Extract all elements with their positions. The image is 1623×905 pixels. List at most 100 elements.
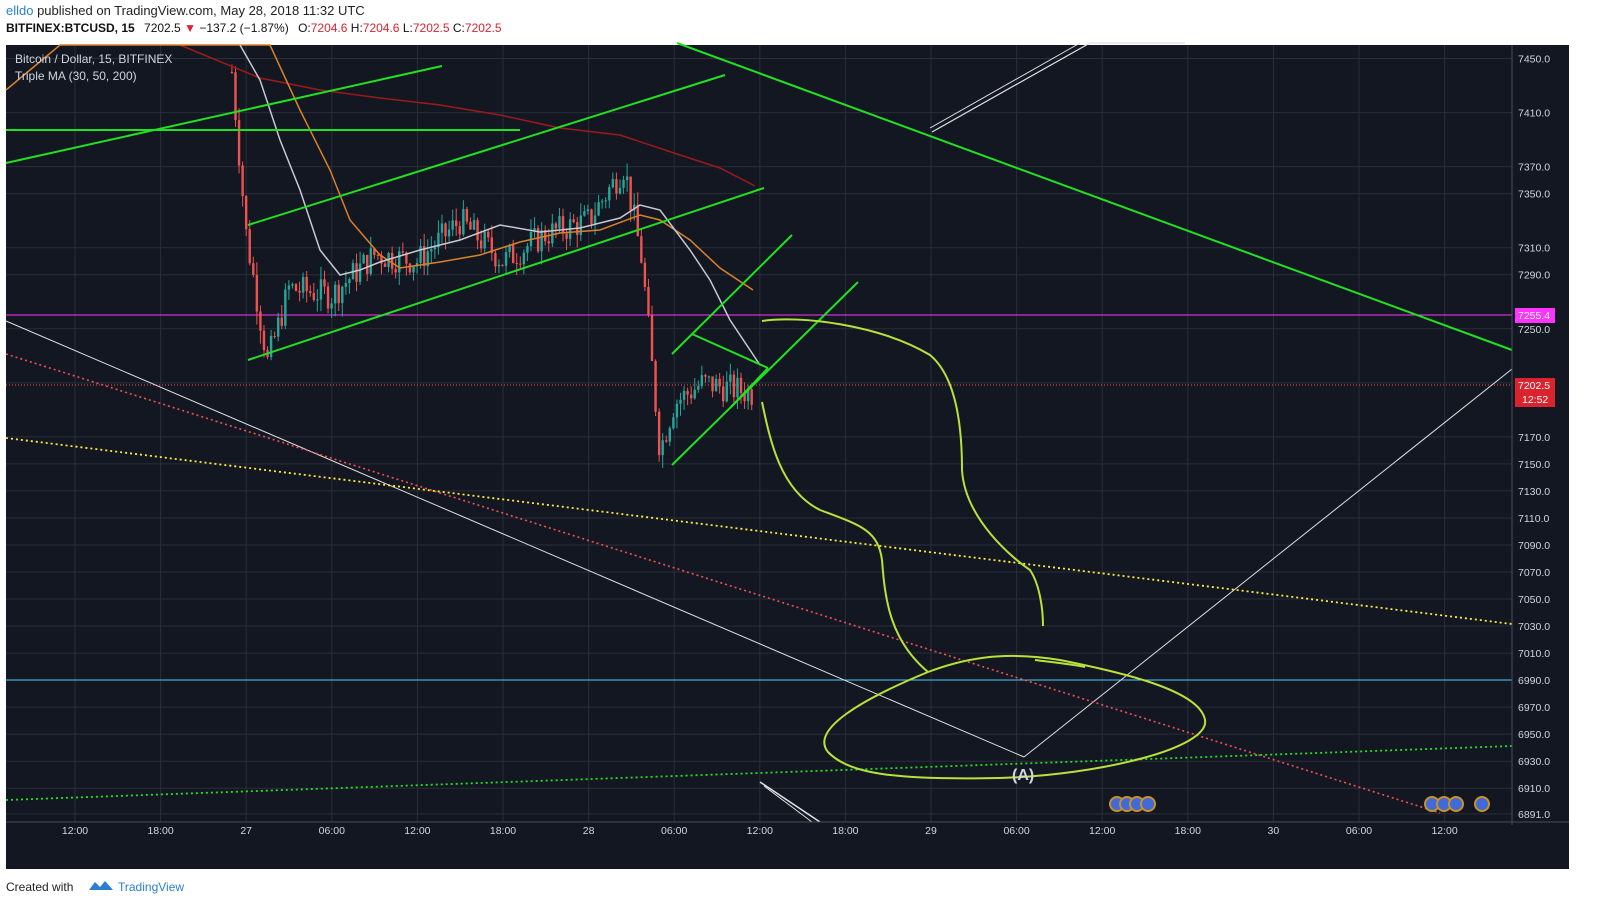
candle-body xyxy=(472,220,476,230)
white-bottom-arrow-2 xyxy=(763,785,813,823)
low-label: L: xyxy=(402,21,413,35)
candle-body xyxy=(643,262,647,287)
candle-body xyxy=(572,219,575,223)
candle-body xyxy=(497,264,501,267)
chart-pane[interactable] xyxy=(6,45,1569,869)
candle-body xyxy=(561,216,565,234)
symbol-name: BITFINEX:BTCUSD, 15 xyxy=(6,21,135,35)
long-downtrend xyxy=(676,42,1513,351)
candle-body xyxy=(419,246,422,263)
candle-body xyxy=(405,252,408,264)
price-tick-label: 7450.0 xyxy=(1518,54,1550,66)
candle-body xyxy=(366,254,369,274)
moving-averages xyxy=(5,44,761,366)
time-tick-label: 18:00 xyxy=(832,825,858,837)
candle-body xyxy=(625,176,629,180)
candle-body xyxy=(412,266,415,273)
candle-body xyxy=(319,279,323,300)
ma200-line xyxy=(179,44,756,187)
price-tick-label: 7350.0 xyxy=(1518,189,1550,201)
time-tick-label: 06:00 xyxy=(1003,825,1029,837)
candle-body xyxy=(269,335,273,358)
legend-indicator[interactable]: Triple MA (30, 50, 200) xyxy=(15,69,137,83)
candle-body xyxy=(654,360,657,412)
candle-body xyxy=(305,276,308,292)
candle-body xyxy=(483,231,486,249)
candle-body xyxy=(284,289,287,326)
candle-body xyxy=(522,252,526,265)
open-value: 7204.6 xyxy=(310,21,348,35)
red-dotted-trend xyxy=(5,353,1441,814)
low-value: 7202.5 xyxy=(412,21,450,35)
candle-body xyxy=(259,311,262,331)
candle-body xyxy=(732,374,736,398)
close-value: 7202.5 xyxy=(464,21,502,35)
symbol-line: BITFINEX:BTCUSD, 15 7202.5 ▼ −137.2 (−1.… xyxy=(6,21,502,35)
price-axis-bg xyxy=(1512,45,1569,825)
event-flag-icon xyxy=(1448,796,1464,812)
candle-body xyxy=(462,209,465,235)
price-tick-label: 7090.0 xyxy=(1518,540,1550,552)
candle-body xyxy=(355,263,358,282)
candle-body xyxy=(597,202,600,216)
white-top-right-line-2 xyxy=(929,42,1081,129)
white-top-right-line xyxy=(931,42,1185,133)
time-tick-label: 06:00 xyxy=(319,825,345,837)
price-tick-label: 6990.0 xyxy=(1518,675,1550,687)
price-tick-label: 7170.0 xyxy=(1518,432,1550,444)
flag-top xyxy=(671,234,793,355)
channel-bottom xyxy=(247,187,765,361)
candle-body xyxy=(746,389,750,402)
candle-body xyxy=(401,251,405,253)
white-bottom-arrow xyxy=(759,781,821,823)
candle-body xyxy=(444,223,447,237)
candle-body xyxy=(376,254,380,256)
high-value: 7204.6 xyxy=(362,21,400,35)
green-dotted-trend xyxy=(5,745,1513,801)
candle-body xyxy=(316,299,319,301)
candle-body xyxy=(622,179,625,188)
candle-body xyxy=(668,428,672,442)
freehand-drawings xyxy=(761,318,1207,780)
time-tick-label: 12:00 xyxy=(747,825,773,837)
time-tick-label: 18:00 xyxy=(147,825,173,837)
ma30-line xyxy=(239,44,761,366)
candle-body xyxy=(430,249,433,252)
footer xyxy=(0,870,1623,905)
candle-body xyxy=(604,200,607,202)
time-tick-label: 06:00 xyxy=(1346,825,1372,837)
candle-body xyxy=(679,399,682,404)
candle-body xyxy=(341,286,344,304)
candle-body xyxy=(476,220,479,241)
candle-body xyxy=(255,274,259,312)
candle-body xyxy=(640,236,643,263)
change-arrow-icon: ▼ xyxy=(184,21,196,35)
candle-body xyxy=(348,279,351,283)
time-tick-label: 28 xyxy=(583,825,595,837)
candle-body xyxy=(312,293,316,300)
tradingview-link[interactable]: TradingView xyxy=(118,880,185,894)
candle-body xyxy=(333,284,337,304)
candle-body xyxy=(590,209,593,224)
candle-body xyxy=(273,335,276,337)
candle-body xyxy=(608,187,611,201)
candles xyxy=(230,64,753,468)
time-tick-label: 18:00 xyxy=(1175,825,1201,837)
candle-body xyxy=(490,237,494,254)
white-diagonal-left xyxy=(5,320,1025,758)
candle-body xyxy=(675,403,679,418)
candle-body xyxy=(615,179,618,194)
last-price: 7202.5 xyxy=(144,21,181,35)
candle-body xyxy=(373,248,376,255)
candle-body xyxy=(700,375,704,387)
bar-countdown-label: 12:52 xyxy=(1522,394,1548,406)
tradingview-logo-icon[interactable] xyxy=(88,879,114,893)
candle-body xyxy=(447,229,451,237)
candle-body xyxy=(362,254,365,264)
candle-body xyxy=(686,390,689,395)
author-link[interactable]: elldo xyxy=(6,3,34,18)
price-tick-label: 7130.0 xyxy=(1518,486,1550,498)
event-flag-icon xyxy=(1140,796,1156,812)
candle-body xyxy=(277,317,280,337)
